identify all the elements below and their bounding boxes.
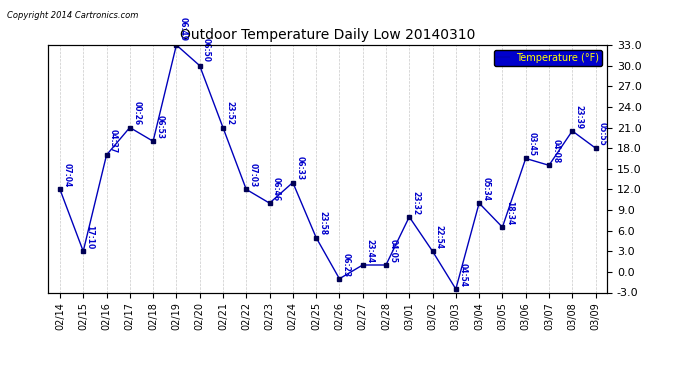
Text: 05:55: 05:55: [598, 122, 607, 146]
Text: Copyright 2014 Cartronics.com: Copyright 2014 Cartronics.com: [7, 11, 138, 20]
Text: 23:52: 23:52: [226, 102, 235, 125]
Text: 23:58: 23:58: [319, 211, 328, 236]
Text: 22:54: 22:54: [435, 225, 444, 249]
Title: Outdoor Temperature Daily Low 20140310: Outdoor Temperature Daily Low 20140310: [180, 28, 475, 42]
Text: 07:03: 07:03: [248, 163, 257, 188]
Text: 04:08: 04:08: [551, 139, 560, 163]
Text: 06:33: 06:33: [295, 156, 304, 180]
Text: 04:37: 04:37: [109, 129, 118, 153]
Text: 23:32: 23:32: [411, 190, 421, 215]
Text: 23:44: 23:44: [365, 239, 374, 263]
Text: 00:26: 00:26: [132, 101, 141, 125]
Text: 05:34: 05:34: [482, 177, 491, 201]
Text: 04:05: 04:05: [388, 239, 397, 263]
Text: 06:23: 06:23: [342, 253, 351, 277]
Text: 17:10: 17:10: [86, 225, 95, 249]
Text: 06:50: 06:50: [202, 38, 211, 62]
Text: 03:45: 03:45: [528, 132, 537, 156]
Text: 04:54: 04:54: [458, 263, 467, 287]
Text: 06:49: 06:49: [179, 17, 188, 42]
Text: 18:34: 18:34: [505, 201, 514, 225]
Text: 06:46: 06:46: [272, 177, 281, 201]
Text: 06:53: 06:53: [155, 115, 164, 139]
Text: 07:04: 07:04: [62, 163, 71, 188]
Text: 23:39: 23:39: [575, 105, 584, 129]
Legend: Temperature (°F): Temperature (°F): [494, 50, 602, 66]
